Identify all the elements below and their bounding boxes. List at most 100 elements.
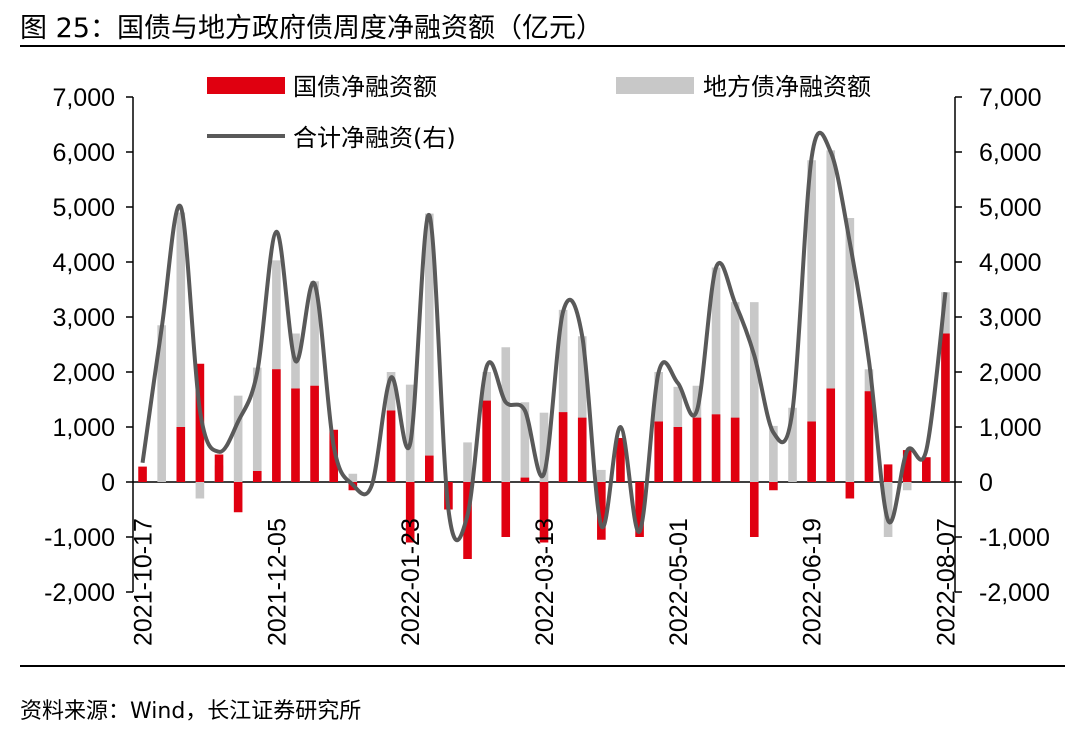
- bar-guozhai: [291, 388, 300, 482]
- bar-guozhai: [329, 429, 339, 482]
- bar-guozhai: [501, 482, 511, 537]
- legend-label-difang: 地方债净融资额: [703, 73, 871, 101]
- bar-guozhai: [730, 417, 740, 482]
- right-tick-label: 7,000: [979, 84, 1042, 112]
- bar-difang: [233, 395, 243, 482]
- left-tick-label: 2,000: [52, 359, 115, 387]
- bar-guozhai: [711, 414, 721, 482]
- bar-difang: [826, 150, 836, 482]
- bar-difang: [749, 302, 759, 482]
- bar-guozhai: [864, 391, 874, 482]
- x-tick-label: 2022-01-23: [397, 518, 425, 646]
- bar-difang: [348, 473, 358, 482]
- bar-guozhai: [214, 454, 224, 482]
- bar-difang: [501, 347, 511, 482]
- right-tick-label: 5,000: [979, 194, 1042, 222]
- source-note: 资料来源：Wind，长江证券研究所: [20, 699, 362, 724]
- left-tick-label: 0: [101, 469, 115, 497]
- bar-guozhai: [195, 363, 205, 482]
- bar-guozhai: [883, 464, 893, 482]
- bar-guozhai: [386, 410, 396, 482]
- right-tick-label: 0: [979, 469, 993, 497]
- bar-guozhai: [826, 388, 836, 482]
- bar-guozhai: [635, 482, 644, 537]
- bar-guozhai: [558, 412, 568, 482]
- bar-difang: [425, 213, 434, 482]
- bar-guozhai: [749, 482, 759, 537]
- series-guozhai-bars: [138, 333, 950, 559]
- bar-difang: [539, 412, 549, 482]
- bar-guozhai: [252, 471, 262, 482]
- right-tick-label: 3,000: [979, 304, 1042, 332]
- bar-guozhai: [577, 417, 587, 482]
- bar-difang: [883, 482, 893, 537]
- right-tick-label: 6,000: [979, 139, 1042, 167]
- right-tick-label: -2,000: [979, 579, 1050, 607]
- bar-difang: [558, 309, 568, 482]
- bar-guozhai: [616, 438, 625, 482]
- left-tick-label: -2,000: [44, 579, 115, 607]
- left-tick-label: 1,000: [52, 414, 115, 442]
- bar-difang: [902, 482, 912, 491]
- bar-guozhai: [138, 466, 147, 482]
- x-axis-ticks: 2021-10-17 2021-12-05 2022-01-23 2022-03-13…: [130, 518, 961, 646]
- right-tick-label: 2,000: [979, 359, 1042, 387]
- bar-difang: [252, 367, 262, 482]
- bottom-rule: [20, 665, 1065, 667]
- legend: 国债净融资额 地方债净融资额 合计净融资(右): [207, 73, 871, 152]
- bar-guozhai: [769, 482, 778, 491]
- bar-guozhai: [902, 450, 912, 482]
- bar-guozhai: [176, 427, 186, 482]
- bar-guozhai: [539, 482, 549, 543]
- bar-guozhai: [692, 417, 702, 482]
- x-tick-label: 2022-05-01: [665, 518, 693, 646]
- bar-difang: [730, 302, 740, 482]
- x-tick-label: 2021-12-05: [263, 518, 291, 646]
- x-tick-label: 2021-10-17: [130, 518, 158, 646]
- legend-label-total: 合计净融资(右): [293, 124, 456, 152]
- bar-guozhai: [482, 400, 491, 482]
- left-tick-label: 7,000: [52, 84, 115, 112]
- bar-difang: [788, 407, 797, 482]
- bar-guozhai: [941, 333, 950, 482]
- bar-difang: [845, 218, 855, 482]
- bar-difang: [577, 336, 587, 482]
- bar-difang: [310, 281, 319, 482]
- bar-difang: [195, 482, 205, 499]
- left-tick-label: 3,000: [52, 304, 115, 332]
- right-tick-label: 4,000: [979, 249, 1042, 277]
- left-tick-label: 6,000: [52, 139, 115, 167]
- bar-difang: [597, 469, 606, 482]
- left-tick-label: -1,000: [44, 524, 115, 552]
- line-total-path: [140, 130, 948, 542]
- bar-difang: [520, 402, 530, 482]
- right-axis-ticks: -2,000 -1,000 0 1,000 2,000 3,000 4,000 5,000 6,…: [955, 84, 1050, 607]
- bar-guozhai: [310, 385, 319, 482]
- bar-guozhai: [272, 369, 281, 482]
- bar-difang: [176, 212, 186, 482]
- bar-difang: [711, 267, 721, 482]
- bar-guozhai: [597, 482, 606, 540]
- x-tick-label: 2022-08-07: [932, 518, 960, 646]
- bar-guozhai: [520, 477, 530, 482]
- left-axis-ticks: -2,000 -1,000 0 1,000 2,000 3,000 4,000 5,000 6,…: [44, 84, 133, 607]
- right-tick-label: 1,000: [979, 414, 1042, 442]
- x-tick-label: 2022-03-13: [531, 518, 559, 646]
- legend-swatch-difang: [616, 77, 694, 94]
- legend-label-guozhai: 国债净融资额: [293, 73, 437, 101]
- bar-guozhai: [654, 421, 663, 482]
- figure-title: 图 25：国债与地方政府债周度净融资额（亿元）: [20, 13, 603, 44]
- bar-guozhai: [673, 427, 683, 482]
- left-tick-label: 5,000: [52, 194, 115, 222]
- legend-swatch-guozhai: [207, 77, 285, 94]
- left-tick-label: 4,000: [52, 249, 115, 277]
- series-total-line: [140, 130, 948, 542]
- x-tick-label: 2022-06-19: [799, 518, 827, 646]
- bar-guozhai: [807, 421, 816, 482]
- bar-difang: [463, 442, 472, 482]
- right-tick-label: -1,000: [979, 524, 1050, 552]
- bar-difang: [157, 325, 166, 482]
- top-rule: [20, 45, 1065, 47]
- bar-guozhai: [425, 455, 434, 482]
